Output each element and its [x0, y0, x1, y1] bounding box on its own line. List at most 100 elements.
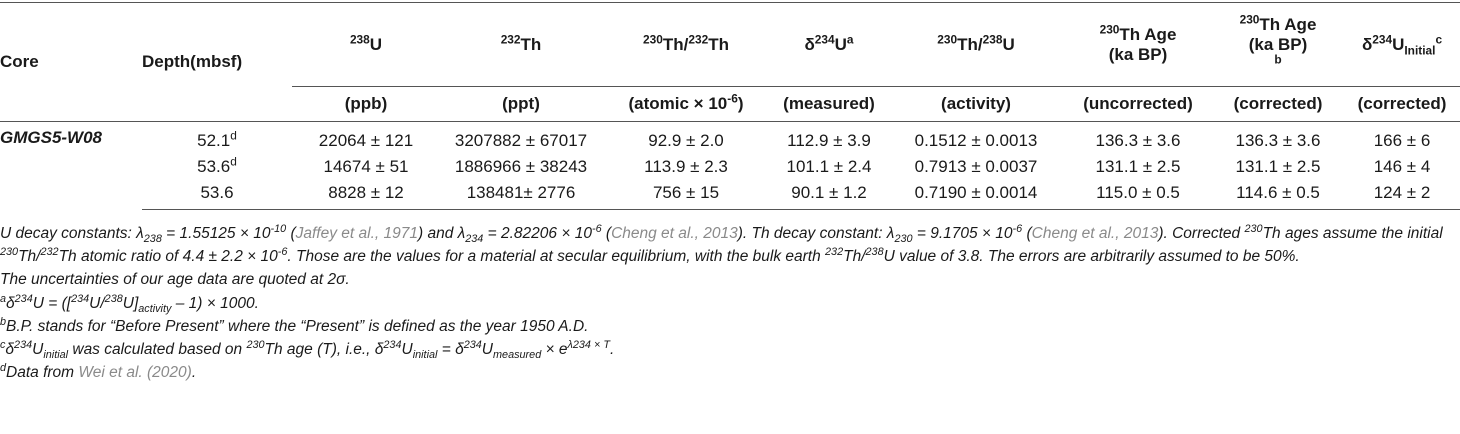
text-run: Th — [520, 34, 542, 54]
text-run: Th Age — [1119, 24, 1177, 44]
superscript: d — [230, 128, 237, 143]
data-cell: 8828 ± 12 — [292, 180, 440, 210]
superscript: 234 — [383, 338, 402, 351]
data-cell: 131.1 ± 2.5 — [1095, 157, 1181, 176]
text-run: Th Age — [1259, 14, 1317, 34]
footnote: dData from Wei et al. (2020). — [0, 361, 1460, 384]
text-run: δ — [6, 294, 15, 312]
header-row: Core Depth(mbsf) 238U 232Th 230Th/232Th δ234U… — [0, 2, 1460, 122]
text-run: ) and λ — [417, 225, 466, 242]
text-run: U — [834, 34, 847, 54]
text-line: (ka BP) — [1248, 34, 1308, 54]
text-run: U — [401, 341, 413, 359]
header-cell: δ234Ua — [770, 2, 888, 87]
text-run: ( — [1022, 225, 1032, 242]
data-cell: 146 ± 4 — [1373, 157, 1431, 176]
text-run: ( — [286, 225, 296, 242]
data-cell: 22064 ± 121 — [318, 131, 414, 150]
header-cell: δ234UInitialc — [1344, 2, 1460, 87]
header-cell: 230Th/238U — [888, 2, 1064, 87]
text-run: U = ([ — [32, 294, 72, 312]
data-cell: 756 ± 15 — [602, 180, 770, 210]
header-cell: (uncorrected) — [1064, 86, 1212, 122]
text-run: Th/ — [957, 34, 983, 54]
header-cell: Depth(mbsf) — [142, 2, 292, 122]
text-run: = 1.55125 × 10 — [161, 225, 271, 242]
text-run: (uncorrected) — [1083, 94, 1193, 113]
superscript: 230 — [1239, 11, 1260, 26]
header-cell: Core — [0, 2, 142, 122]
subscript: measured — [493, 349, 542, 362]
text-run: . Those are the values for a material at… — [287, 248, 826, 266]
data-row: 53.6 8828 ± 12 138481± 2776 756 ± 15 90.1 ± … — [0, 180, 1460, 210]
superscript: d — [230, 154, 237, 169]
superscript: 238 — [865, 246, 884, 259]
superscript: 230 — [643, 31, 663, 46]
superscript: d — [0, 362, 7, 375]
text-run: . — [191, 364, 197, 382]
footnote: cδ234Uinitial was calculated based on 23… — [0, 338, 1460, 361]
data-cell: 92.9 ± 2.0 — [648, 131, 724, 150]
superscript: 230 — [1244, 222, 1263, 235]
text-run: δ — [1361, 34, 1373, 54]
text-run: U/ — [89, 294, 105, 312]
data-cell: 101.1 ± 2.4 — [786, 157, 872, 176]
subscript: initial — [43, 349, 69, 362]
superscript: 234 — [463, 338, 482, 351]
text-run: Th — [708, 34, 729, 54]
header-cell: (activity) — [888, 86, 1064, 122]
text-run: (corrected) — [1357, 94, 1447, 113]
text-run: = 9.1705 × 10 — [912, 225, 1013, 242]
text-run: Th/ — [843, 248, 866, 266]
superscript: b — [0, 315, 7, 328]
superscript: a — [0, 292, 7, 305]
header-cell: (corrected) — [1212, 86, 1344, 122]
superscript: 234 — [814, 31, 835, 46]
text-run: × e — [541, 341, 568, 359]
text-run: Th/ — [662, 34, 689, 54]
text-run: (measured) — [783, 94, 875, 113]
data-row: GMGS5-W08 52.1d 22064 ± 121 3207882 ± 67017… — [0, 122, 1460, 155]
data-cell: 3207882 ± 67017 — [454, 131, 588, 150]
text-run: U] — [122, 294, 139, 312]
text-run: ) — [737, 94, 744, 113]
data-cell: 115.0 ± 0.5 — [1064, 180, 1212, 210]
data-table: Core Depth(mbsf) 238U 232Th 230Th/232Th δ234U… — [0, 2, 1460, 210]
data-cell: 0.7190 ± 0.0014 — [888, 180, 1064, 210]
table-header: Core Depth(mbsf) 238U 232Th 230Th/232Th δ234U… — [0, 2, 1460, 122]
superscript: 230 — [1099, 21, 1120, 36]
data-cell: 114.6 ± 0.5 — [1212, 180, 1344, 210]
header-cell: (ppb) — [292, 86, 440, 122]
data-cell: 53.6 — [142, 180, 292, 210]
text-run: = 2.82206 × 10 — [483, 225, 592, 242]
data-cell: 90.1 ± 1.2 — [770, 180, 888, 210]
superscript: 230 — [937, 31, 958, 46]
data-cell: 0.1512 ± 0.0013 — [914, 131, 1038, 150]
subscript: 230 — [894, 233, 913, 246]
header-cell: 230Th Age (ka BP) b — [1212, 2, 1344, 87]
text-run: δ — [804, 34, 815, 54]
text-run: (activity) — [941, 94, 1011, 113]
superscript: b — [1274, 51, 1282, 66]
superscript: λ234 × T — [567, 338, 610, 351]
text-run: U — [1002, 34, 1015, 54]
superscript: 232 — [688, 31, 709, 46]
text-run: Th atomic ratio of 4.4 ± 2.2 × 10 — [58, 248, 278, 266]
subscript: 234 — [465, 233, 484, 246]
header-cell: 230Th Age (ka BP) — [1064, 2, 1212, 87]
header-cell: (measured) — [770, 86, 888, 122]
superscript: 234 — [71, 292, 90, 305]
text-line: (ka BP) — [1108, 44, 1168, 64]
superscript: 234 — [1372, 31, 1393, 46]
text-run: U — [481, 341, 493, 359]
subscript: activity — [138, 302, 172, 315]
subscript: initial — [412, 349, 438, 362]
data-cell: 14674 ± 51 — [323, 157, 409, 176]
header-cell: 238U — [292, 2, 440, 87]
superscript: 238 — [349, 31, 370, 46]
footnote: The uncertainties of our age data are qu… — [0, 268, 1460, 291]
reference-link: Wei et al. (2020) — [78, 364, 192, 382]
superscript: 232 — [40, 246, 59, 259]
text-run: δ — [5, 341, 15, 359]
